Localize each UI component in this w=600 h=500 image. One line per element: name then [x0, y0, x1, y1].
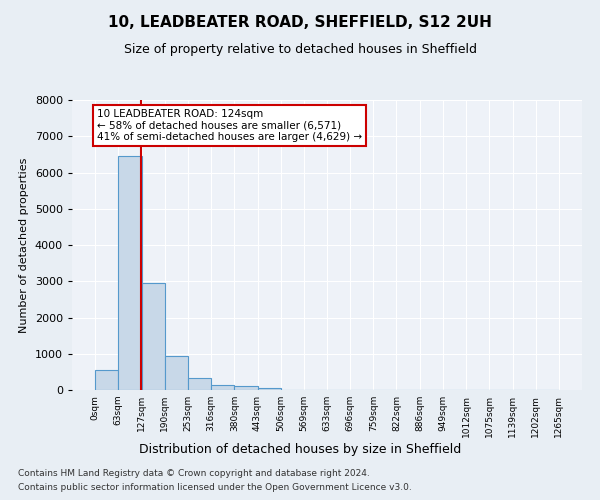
Bar [211, 384, 235, 390]
Text: Size of property relative to detached houses in Sheffield: Size of property relative to detached ho… [124, 42, 476, 56]
Bar [118, 156, 142, 390]
Bar [142, 283, 165, 390]
Text: Contains HM Land Registry data © Crown copyright and database right 2024.: Contains HM Land Registry data © Crown c… [18, 468, 370, 477]
Bar [165, 356, 188, 390]
Text: Distribution of detached houses by size in Sheffield: Distribution of detached houses by size … [139, 442, 461, 456]
Text: 10, LEADBEATER ROAD, SHEFFIELD, S12 2UH: 10, LEADBEATER ROAD, SHEFFIELD, S12 2UH [108, 15, 492, 30]
Bar [257, 388, 281, 390]
Text: Contains public sector information licensed under the Open Government Licence v3: Contains public sector information licen… [18, 484, 412, 492]
Bar [235, 386, 257, 390]
Bar [95, 370, 118, 390]
Text: 10 LEADBEATER ROAD: 124sqm
← 58% of detached houses are smaller (6,571)
41% of s: 10 LEADBEATER ROAD: 124sqm ← 58% of deta… [97, 109, 362, 142]
Y-axis label: Number of detached properties: Number of detached properties [19, 158, 29, 332]
Bar [188, 378, 211, 390]
